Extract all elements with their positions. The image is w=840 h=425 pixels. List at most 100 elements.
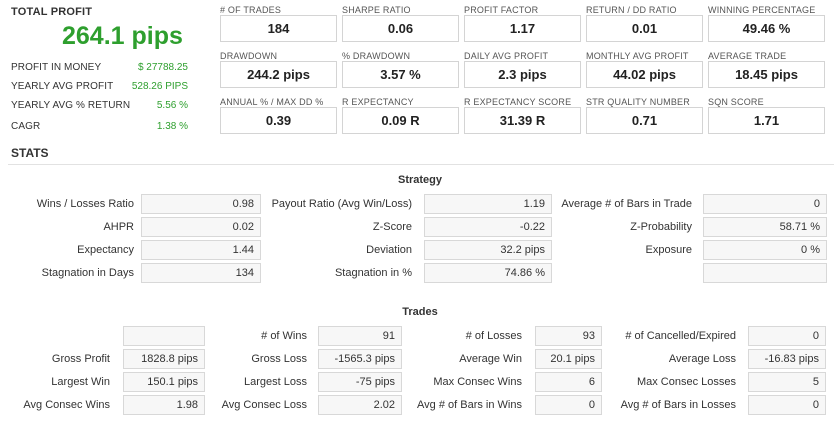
trade-value-box: 0 (748, 395, 826, 415)
total-profit-label: TOTAL PROFIT (11, 6, 93, 18)
stat-label: Deviation (366, 244, 412, 256)
trade-value-box: -75 pips (318, 372, 402, 392)
stat-label: AHPR (103, 221, 134, 233)
metric-value-box: 184 (220, 15, 337, 42)
trade-label: Avg Consec Loss (221, 399, 307, 411)
trade-value-box: 5 (748, 372, 826, 392)
metric-label: ANNUAL % / MAX DD % (220, 97, 324, 107)
stat-label: Z-Probability (630, 221, 692, 233)
stat-label: Payout Ratio (Avg Win/Loss) (271, 198, 412, 210)
stat-label: Wins / Losses Ratio (36, 198, 134, 210)
metric-label: PROFIT FACTOR (464, 5, 539, 15)
metric-value-box: 1.17 (464, 15, 581, 42)
summary-row-value: 5.56 % (156, 100, 188, 111)
summary-row-label: CAGR (11, 121, 41, 132)
yearly-avg-return-row: YEARLY AVG % RETURN 5.56 % (11, 100, 188, 118)
trade-value-box: 150.1 pips (123, 372, 205, 392)
metric-value-box: 244.2 pips (220, 61, 337, 88)
metric-label: R EXPECTANCY SCORE (464, 97, 572, 107)
stat-value-box (703, 263, 827, 283)
metric-value-box: 49.46 % (708, 15, 825, 42)
trade-value-box: 1828.8 pips (123, 349, 205, 369)
stat-value-box: -0.22 (424, 217, 552, 237)
trade-label: Gross Profit (51, 353, 110, 365)
stats-divider (8, 164, 834, 165)
metric-value-box: 18.45 pips (708, 61, 825, 88)
trade-value-box: 20.1 pips (535, 349, 602, 369)
metric-value-box: 0.39 (220, 107, 337, 134)
stat-value-box: 74.86 % (424, 263, 552, 283)
metric-value-box: 0.01 (586, 15, 703, 42)
metric-value-box: 0.06 (342, 15, 459, 42)
stat-value-box: 0 % (703, 240, 827, 260)
metric-value-box: 2.3 pips (464, 61, 581, 88)
metric-value-box: 44.02 pips (586, 61, 703, 88)
trade-label: Max Consec Losses (636, 376, 736, 388)
metric-label: % DRAWDOWN (342, 51, 411, 61)
stat-value-box: 32.2 pips (424, 240, 552, 260)
stat-label: Average # of Bars in Trade (561, 198, 692, 210)
trade-value-box: 0 (748, 326, 826, 346)
stat-label: Z-Score (372, 221, 412, 233)
metric-value-box: 1.71 (708, 107, 825, 134)
metric-value-box: 0.09 R (342, 107, 459, 134)
cagr-row: CAGR 1.38 % (11, 121, 188, 139)
stat-label: Exposure (645, 244, 692, 256)
metric-value-box: 0.71 (586, 107, 703, 134)
trade-label: Largest Win (51, 376, 110, 388)
trade-label: Max Consec Wins (433, 376, 522, 388)
stat-label: Stagnation in % (334, 267, 412, 279)
metric-label: MONTHLY AVG PROFIT (586, 51, 689, 61)
stat-value-box: 58.71 % (703, 217, 827, 237)
total-profit-value: 264.1 pips (62, 22, 183, 50)
trade-label: Largest Loss (244, 376, 307, 388)
metric-label: SHARPE RATIO (342, 5, 411, 15)
metric-label: RETURN / DD RATIO (586, 5, 677, 15)
metric-label: AVERAGE TRADE (708, 51, 787, 61)
summary-row-label: YEARLY AVG PROFIT (11, 81, 114, 92)
metric-label: SQN SCORE (708, 97, 764, 107)
trade-label: Avg # of Bars in Wins (417, 399, 522, 411)
summary-row-value: 528.26 PIPS (131, 81, 188, 92)
stat-value-box: 0.02 (141, 217, 261, 237)
trade-value-box: 6 (535, 372, 602, 392)
trade-label: Avg # of Bars in Losses (620, 399, 736, 411)
trade-label: # of Wins (261, 330, 307, 342)
metric-label: R EXPECTANCY (342, 97, 414, 107)
metric-label: DRAWDOWN (220, 51, 278, 61)
yearly-avg-profit-row: YEARLY AVG PROFIT 528.26 PIPS (11, 81, 188, 99)
summary-row-value: $ 27788.25 (137, 62, 188, 73)
stat-label: Stagnation in Days (41, 267, 134, 279)
metric-value-box: 3.57 % (342, 61, 459, 88)
trade-label: Gross Loss (251, 353, 307, 365)
trade-value-box (123, 326, 205, 346)
trade-value-box: 91 (318, 326, 402, 346)
trade-label: Avg Consec Wins (23, 399, 110, 411)
trade-label: Average Win (459, 353, 522, 365)
trade-value-box: -1565.3 pips (318, 349, 402, 369)
trade-value-box: 2.02 (318, 395, 402, 415)
stat-value-box: 0 (703, 194, 827, 214)
trade-label: Average Loss (668, 353, 736, 365)
metric-label: STR QUALITY NUMBER (586, 97, 690, 107)
stat-value-box: 1.44 (141, 240, 261, 260)
stat-value-box: 0.98 (141, 194, 261, 214)
stat-value-box: 134 (141, 263, 261, 283)
stat-label: Expectancy (77, 244, 134, 256)
metric-label: # OF TRADES (220, 5, 282, 15)
summary-row-value: 1.38 % (156, 121, 188, 132)
trades-heading: Trades (402, 306, 438, 318)
stat-value-box: 1.19 (424, 194, 552, 214)
metric-label: DAILY AVG PROFIT (464, 51, 549, 61)
trade-value-box: 1.98 (123, 395, 205, 415)
summary-row-label: PROFIT IN MONEY (11, 62, 102, 73)
trade-value-box: -16.83 pips (748, 349, 826, 369)
summary-row-label: YEARLY AVG % RETURN (11, 100, 131, 111)
metric-label: WINNING PERCENTAGE (708, 5, 816, 15)
stats-title: STATS (11, 146, 49, 160)
metric-value-box: 31.39 R (464, 107, 581, 134)
trade-value-box: 0 (535, 395, 602, 415)
trade-label: # of Cancelled/Expired (625, 330, 736, 342)
trade-value-box: 93 (535, 326, 602, 346)
profit-in-money-row: PROFIT IN MONEY $ 27788.25 (11, 62, 188, 80)
